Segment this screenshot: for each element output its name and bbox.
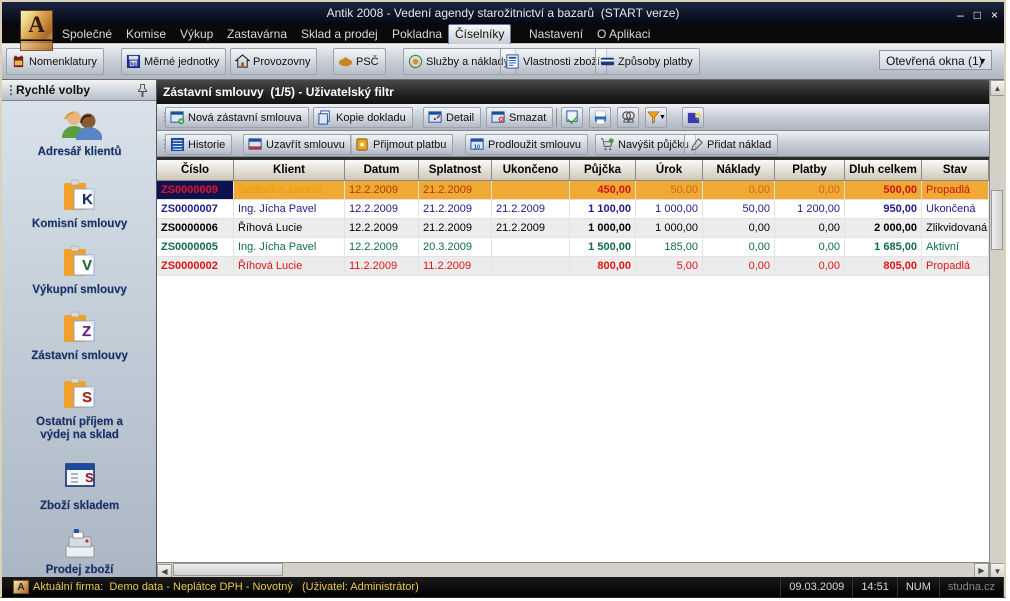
svg-text:K: K (82, 191, 93, 208)
svg-text:Z: Z (82, 323, 91, 340)
svg-text:S: S (85, 470, 94, 485)
svg-text:10: 10 (474, 144, 480, 150)
svg-text:V: V (82, 257, 92, 274)
svg-text:S: S (82, 389, 92, 406)
svg-text:kg: kg (130, 61, 137, 67)
